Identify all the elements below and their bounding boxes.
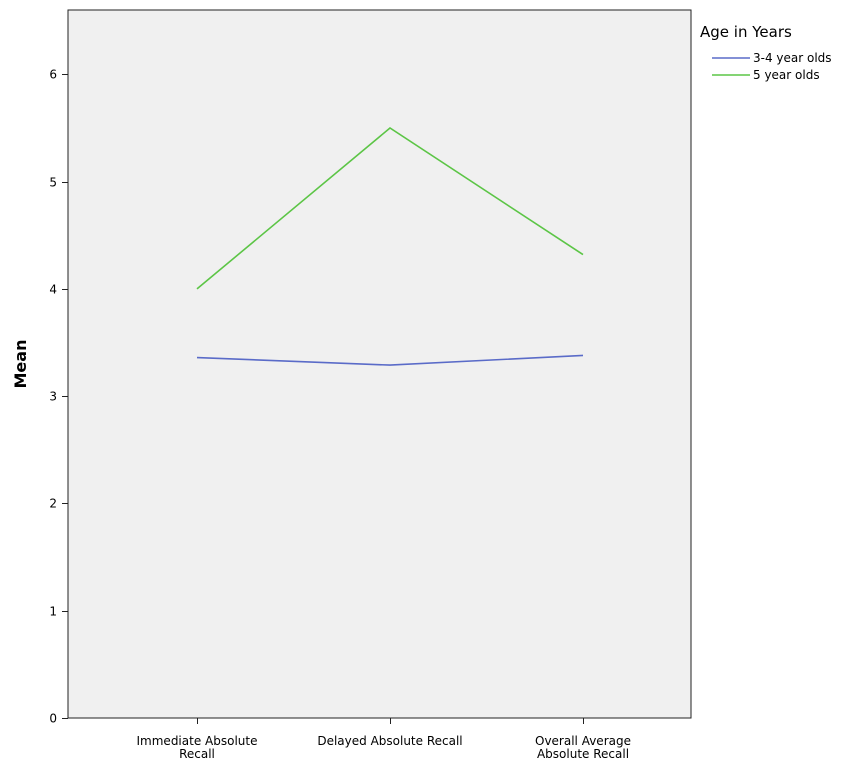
y-axis-label: Mean — [11, 340, 30, 389]
y-tick-label: 2 — [49, 497, 57, 511]
y-tick-label: 1 — [49, 605, 57, 619]
legend-title: Age in Years — [700, 23, 792, 41]
y-tick-label: 3 — [49, 390, 57, 404]
y-axis: 0 1 2 3 4 5 6 — [49, 68, 68, 726]
legend-item-label: 3-4 year olds — [753, 51, 832, 65]
series-line — [196, 354, 584, 366]
series-line — [196, 127, 584, 290]
y-tick-label: 5 — [49, 176, 57, 190]
x-axis: Immediate Absolute Recall Delayed Absolute… — [137, 718, 631, 761]
legend: Age in Years 3-4 year olds 5 year olds — [700, 23, 832, 82]
y-tick-label: 6 — [49, 68, 57, 82]
x-tick-label: Immediate Absolute Recall — [137, 734, 258, 761]
legend-item-label: 5 year olds — [753, 68, 820, 82]
x-tick-label: Delayed Absolute Recall — [317, 734, 462, 748]
y-tick-label: 0 — [49, 712, 57, 726]
y-tick-label: 4 — [49, 283, 57, 297]
x-tick-label: Overall Average Absolute Recall — [535, 734, 631, 761]
series-layer — [196, 127, 584, 366]
